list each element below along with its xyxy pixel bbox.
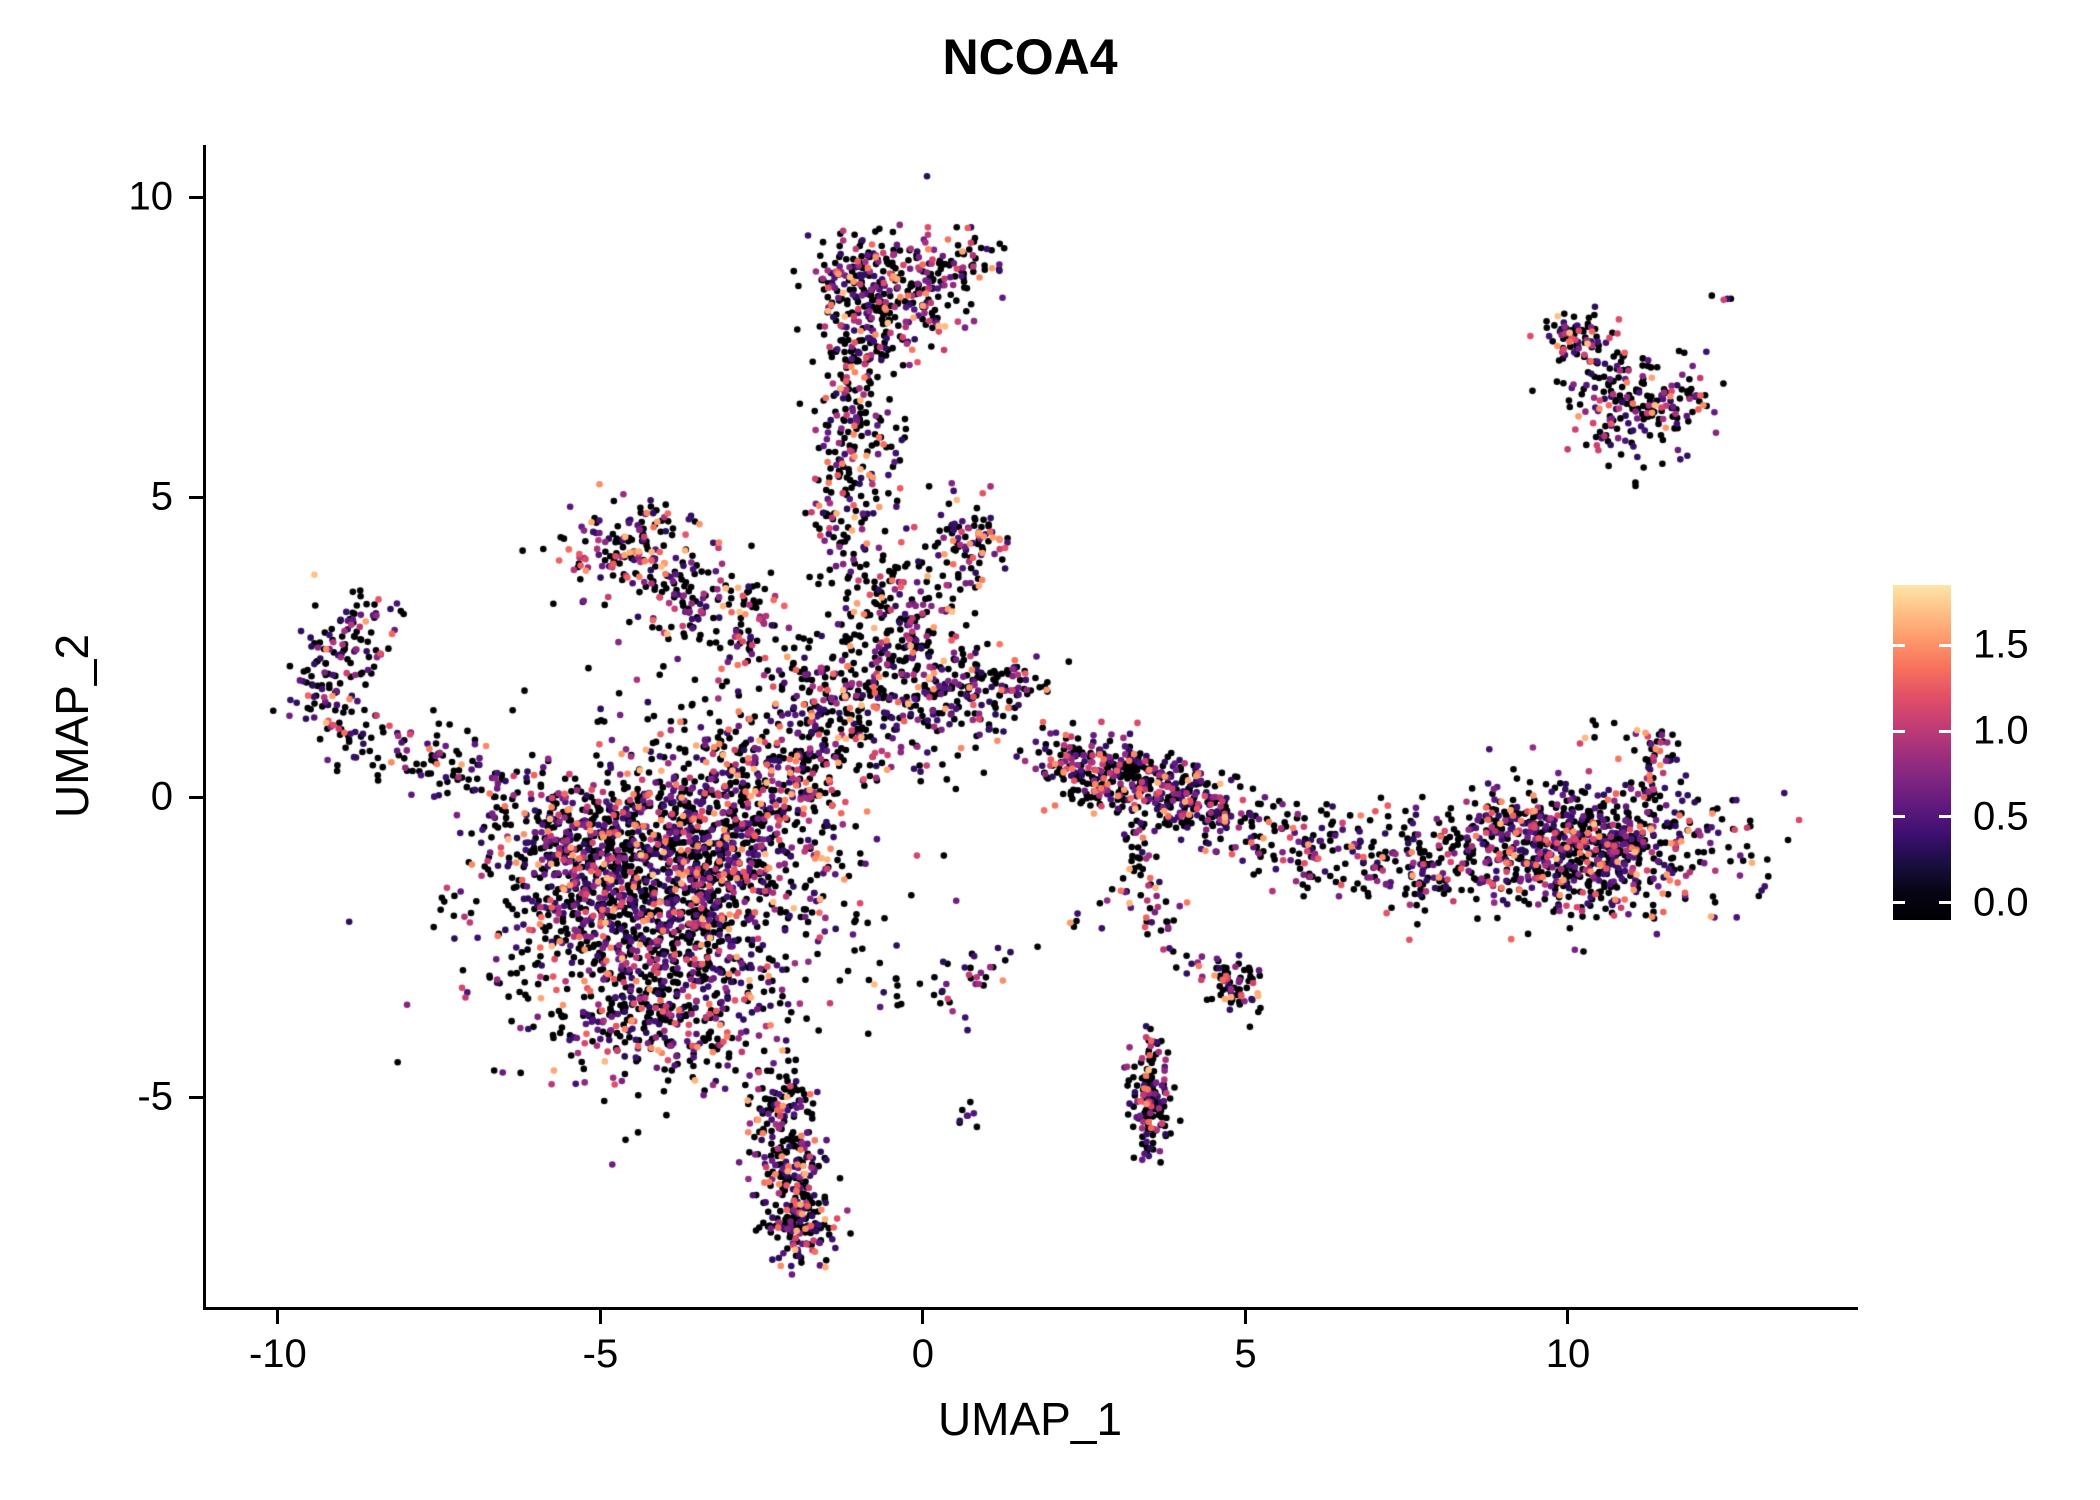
colorbar-tick-label: 0.5 bbox=[1973, 794, 2029, 839]
y-tick-label: 0 bbox=[150, 774, 173, 819]
x-tick-mark bbox=[1243, 1310, 1247, 1324]
x-axis-title: UMAP_1 bbox=[937, 1393, 1123, 1445]
x-tick-label: 0 bbox=[911, 1332, 935, 1376]
colorbar-tick-mark bbox=[1939, 643, 1951, 647]
x-tick-label: -5 bbox=[582, 1332, 619, 1376]
colorbar-tick-mark bbox=[1893, 815, 1905, 819]
colorbar-tick-label: 1.5 bbox=[1973, 622, 2029, 667]
x-tick-label: 5 bbox=[1234, 1332, 1257, 1376]
x-tick-mark bbox=[1566, 1310, 1570, 1324]
y-axis-line bbox=[203, 145, 206, 1310]
colorbar-tick-mark bbox=[1893, 729, 1905, 733]
colorbar-tick-mark bbox=[1939, 729, 1951, 733]
colorbar-tick-mark bbox=[1939, 815, 1951, 819]
colorbar-gradient bbox=[1893, 585, 1951, 920]
x-tick-mark bbox=[598, 1310, 602, 1324]
y-tick-mark bbox=[189, 195, 203, 199]
colorbar-tick-mark bbox=[1939, 901, 1951, 905]
y-tick-mark bbox=[189, 1095, 203, 1099]
y-tick-mark bbox=[189, 795, 203, 799]
y-tick-label: -5 bbox=[137, 1074, 173, 1119]
y-tick-mark bbox=[189, 495, 203, 499]
colorbar-tick-mark bbox=[1893, 643, 1905, 647]
x-tick-label: -10 bbox=[248, 1332, 307, 1376]
y-tick-label: 10 bbox=[128, 174, 174, 219]
y-axis-title: UMAP_2 bbox=[46, 633, 98, 819]
x-tick-mark bbox=[921, 1310, 925, 1324]
x-tick-label: 10 bbox=[1545, 1332, 1591, 1376]
y-tick-label: 5 bbox=[150, 474, 173, 519]
colorbar-tick-label: 0.0 bbox=[1973, 880, 2029, 925]
x-tick-mark bbox=[276, 1310, 280, 1324]
colorbar-tick-label: 1.0 bbox=[1973, 708, 2029, 753]
plot-title: NCOA4 bbox=[942, 29, 1118, 85]
x-axis-line bbox=[203, 1307, 1858, 1310]
colorbar-tick-mark bbox=[1893, 901, 1905, 905]
colorbar-legend: 0.0 0.5 1.0 1.5 bbox=[1893, 585, 2100, 924]
